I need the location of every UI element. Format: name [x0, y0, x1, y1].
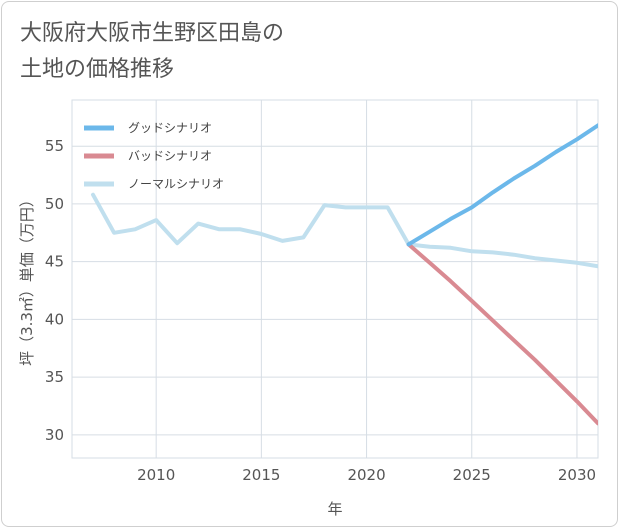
y-tick-label: 45 — [45, 253, 64, 271]
plot-frame — [71, 99, 599, 459]
x-tick-label: 2030 — [558, 466, 596, 484]
chart-title-line1: 大阪府大阪市生野区田島の — [20, 21, 285, 46]
axes — [71, 99, 599, 459]
series-line-2 — [91, 192, 598, 269]
y-tick-label: 35 — [45, 368, 64, 386]
grid-lines — [72, 100, 598, 458]
x-tick-label: 2015 — [242, 466, 280, 484]
y-tick-label: 50 — [45, 195, 64, 213]
y-tick-label: 30 — [45, 426, 64, 444]
legend-label: バッドシナリオ — [128, 149, 212, 163]
series-lines — [91, 123, 598, 426]
chart-title-line2: 土地の価格推移 — [20, 57, 175, 82]
x-axis-label: 年 — [327, 500, 342, 518]
series-line-1 — [406, 242, 598, 426]
y-tick-label: 55 — [45, 137, 64, 155]
legend-label: ノーマルシナリオ — [128, 177, 224, 191]
series-line-0 — [406, 123, 598, 247]
legend-label: グッドシナリオ — [128, 121, 212, 135]
y-axis-label: 坪（3.3㎡）単価（万円） — [18, 192, 36, 366]
x-tick-label: 2020 — [347, 466, 385, 484]
x-tick-label: 2025 — [453, 466, 491, 484]
tick-labels: 30 35 40 45 50 55 2010 2015 2020 2025 2030 — [45, 137, 596, 484]
chart-title: 大阪府大阪市生野区田島の 土地の価格推移 — [20, 16, 284, 88]
x-tick-label: 2010 — [137, 466, 175, 484]
y-tick-label: 40 — [45, 310, 64, 328]
